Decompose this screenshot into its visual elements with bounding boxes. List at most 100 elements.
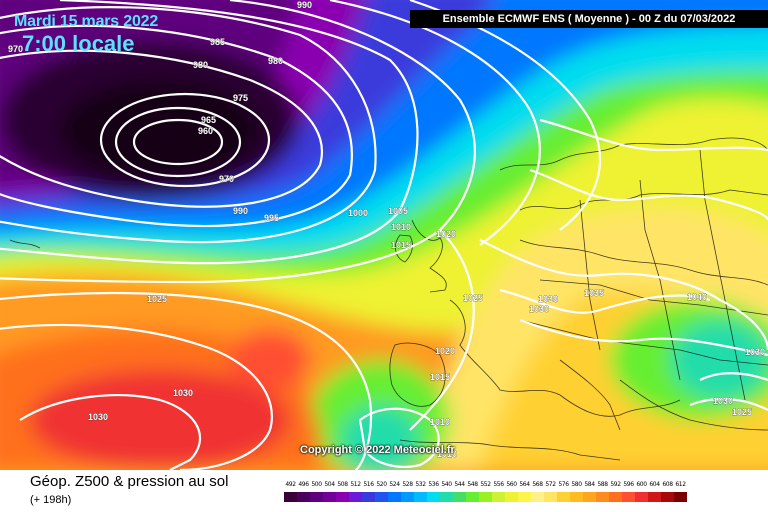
- legend-swatch: [635, 492, 648, 502]
- legend-value: 544: [454, 481, 465, 488]
- legend-swatch: [388, 492, 401, 502]
- legend-value: 528: [402, 481, 413, 488]
- legend-cell: 596: [622, 478, 635, 502]
- isobar-label: 1030: [538, 294, 558, 304]
- legend-cell: 576: [557, 478, 570, 502]
- legend-value: 604: [649, 481, 660, 488]
- legend-value: 564: [519, 481, 530, 488]
- legend-value: 520: [376, 481, 387, 488]
- isobar-label: 1025: [463, 293, 483, 303]
- isobar-label: 1020: [436, 229, 456, 239]
- legend-value: 536: [428, 481, 439, 488]
- isobar-label: 1020: [435, 346, 455, 356]
- legend-cell: 508: [336, 478, 349, 502]
- legend-value: 540: [441, 481, 452, 488]
- legend-swatch: [284, 492, 297, 502]
- legend-value: 596: [623, 481, 634, 488]
- legend-swatch: [531, 492, 544, 502]
- legend-value: 588: [597, 481, 608, 488]
- legend-value: 552: [480, 481, 491, 488]
- copyright: Copyright © 2022 Meteociel.fr: [300, 444, 455, 456]
- legend-cell: 548: [466, 478, 479, 502]
- legend-swatch: [479, 492, 492, 502]
- legend-cell: 560: [505, 478, 518, 502]
- legend-cell: 524: [388, 478, 401, 502]
- isobar-label: 1025: [732, 407, 752, 417]
- legend-value: 492: [285, 481, 296, 488]
- legend-cell: 496: [297, 478, 310, 502]
- legend-cell: 572: [544, 478, 557, 502]
- isobar-label: 1030: [713, 396, 733, 406]
- legend-value: 608: [662, 481, 673, 488]
- legend-value: 584: [584, 481, 595, 488]
- legend-swatch: [661, 492, 674, 502]
- legend-swatch: [557, 492, 570, 502]
- isobar-label: 1015: [430, 372, 450, 382]
- footer-title: Géop. Z500 & pression au sol: [30, 473, 229, 490]
- legend-value: 496: [298, 481, 309, 488]
- legend-swatch: [583, 492, 596, 502]
- legend-cell: 608: [661, 478, 674, 502]
- legend-swatch: [648, 492, 661, 502]
- forecast-date: Mardi 15 mars 2022: [14, 13, 159, 30]
- legend-value: 508: [337, 481, 348, 488]
- legend-cell: 584: [583, 478, 596, 502]
- legend-cell: 500: [310, 478, 323, 502]
- legend-cell: 544: [453, 478, 466, 502]
- isobar-label: 980: [193, 60, 208, 70]
- footer-subtitle: (+ 198h): [30, 494, 72, 506]
- isobar-label: 985: [210, 37, 225, 47]
- legend-cell: 520: [375, 478, 388, 502]
- isobar-label: 960: [198, 126, 213, 136]
- isobar-label: 1040: [687, 292, 707, 302]
- isobar-label: 975: [233, 93, 248, 103]
- legend-cell: 540: [440, 478, 453, 502]
- isobar-label: 970: [219, 174, 234, 184]
- legend-swatch: [401, 492, 414, 502]
- geopotential-field: [0, 0, 768, 470]
- isobar-label: 1030: [88, 412, 108, 422]
- legend-cell: 532: [414, 478, 427, 502]
- isobar-label: 1015: [391, 240, 411, 250]
- legend-cell: 492: [284, 478, 297, 502]
- color-legend: 492 496 500 504 508 512 516 520 524 528 532 536 540 5…: [284, 478, 687, 502]
- isobar-label: 1000: [348, 208, 368, 218]
- forecast-time: 7:00 locale: [22, 31, 135, 56]
- legend-value: 556: [493, 481, 504, 488]
- isobar-label: 1030: [745, 347, 765, 357]
- footer: Géop. Z500 & pression au sol (+ 198h): [0, 470, 768, 512]
- isobar-label: 1010: [437, 449, 457, 459]
- isobar-label: 995: [264, 213, 279, 223]
- legend-cell: 612: [674, 478, 687, 502]
- legend-swatch: [310, 492, 323, 502]
- isobar-label: 970: [8, 44, 23, 54]
- legend-swatch: [570, 492, 583, 502]
- isobar-label: 990: [297, 0, 312, 10]
- legend-value: 524: [389, 481, 400, 488]
- legend-cell: 568: [531, 478, 544, 502]
- model-header: Ensemble ECMWF ENS ( Moyenne ) - 00 Z du…: [410, 10, 768, 28]
- isobar-label: 1025: [147, 294, 167, 304]
- isobar-label: 965: [201, 115, 216, 125]
- legend-swatch: [492, 492, 505, 502]
- legend-value: 572: [545, 481, 556, 488]
- legend-cell: 564: [518, 478, 531, 502]
- legend-value: 516: [363, 481, 374, 488]
- legend-swatch: [349, 492, 362, 502]
- legend-cell: 536: [427, 478, 440, 502]
- isobar-label: 1010: [391, 222, 411, 232]
- legend-value: 532: [415, 481, 426, 488]
- isobar-label: 1035: [584, 288, 604, 298]
- legend-value: 560: [506, 481, 517, 488]
- legend-swatch: [336, 492, 349, 502]
- legend-cell: 516: [362, 478, 375, 502]
- legend-swatch: [622, 492, 635, 502]
- legend-swatch: [414, 492, 427, 502]
- legend-swatch: [505, 492, 518, 502]
- legend-value: 512: [350, 481, 361, 488]
- legend-swatch: [596, 492, 609, 502]
- legend-swatch: [609, 492, 622, 502]
- legend-swatch: [466, 492, 479, 502]
- legend-cell: 556: [492, 478, 505, 502]
